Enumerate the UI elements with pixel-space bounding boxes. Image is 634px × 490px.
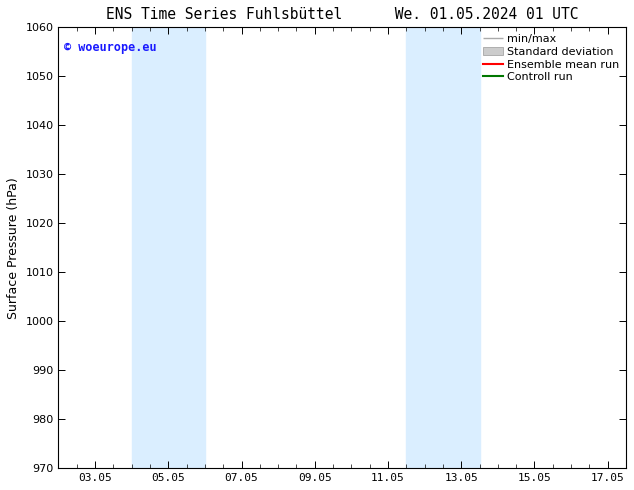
Text: © woeurope.eu: © woeurope.eu: [64, 41, 157, 53]
Bar: [406, 27, 479, 468]
Title: ENS Time Series Fuhlsbüttel      We. 01.05.2024 01 UTC: ENS Time Series Fuhlsbüttel We. 01.05.20…: [106, 7, 578, 22]
Legend: min/max, Standard deviation, Ensemble mean run, Controll run: min/max, Standard deviation, Ensemble me…: [479, 30, 623, 86]
Y-axis label: Surface Pressure (hPa): Surface Pressure (hPa): [7, 177, 20, 318]
Bar: [132, 27, 205, 468]
